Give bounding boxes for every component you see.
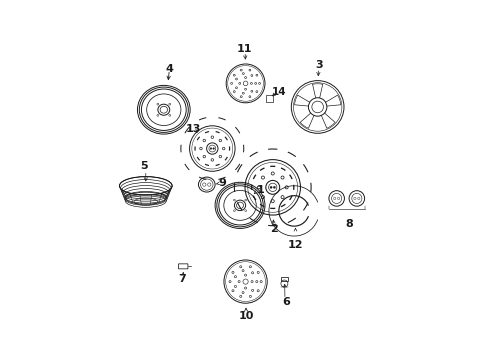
Circle shape — [213, 148, 215, 149]
Text: 4: 4 — [166, 64, 173, 75]
Text: 5: 5 — [141, 161, 148, 171]
Text: 8: 8 — [345, 219, 353, 229]
Circle shape — [210, 148, 212, 149]
Text: 7: 7 — [178, 274, 186, 284]
Text: 14: 14 — [271, 87, 286, 97]
Text: 13: 13 — [186, 123, 201, 134]
Circle shape — [270, 186, 272, 188]
Circle shape — [245, 199, 246, 201]
Text: 11: 11 — [237, 44, 252, 54]
Circle shape — [157, 114, 159, 116]
Circle shape — [169, 114, 171, 116]
Circle shape — [234, 199, 235, 201]
Text: 2: 2 — [270, 224, 278, 234]
Text: 10: 10 — [239, 311, 254, 321]
Text: 3: 3 — [315, 60, 323, 70]
Text: 9: 9 — [218, 178, 226, 188]
Circle shape — [245, 210, 246, 212]
Text: 12: 12 — [288, 240, 303, 250]
Circle shape — [157, 103, 159, 105]
Circle shape — [169, 103, 171, 105]
Circle shape — [273, 186, 275, 188]
Circle shape — [234, 210, 235, 212]
Text: 1: 1 — [257, 185, 265, 195]
Text: 6: 6 — [282, 297, 290, 307]
